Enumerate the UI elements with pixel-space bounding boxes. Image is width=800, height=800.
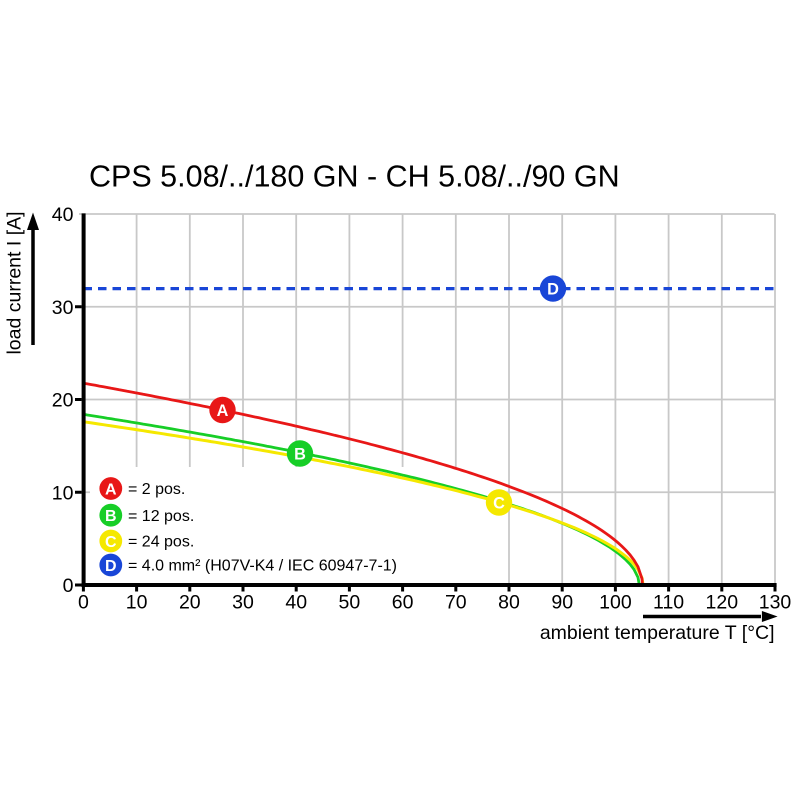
svg-text:90: 90 bbox=[551, 592, 573, 614]
svg-text:120: 120 bbox=[706, 592, 739, 614]
svg-text:110: 110 bbox=[653, 592, 684, 614]
svg-text:= 4.0 mm² (H07V-K4 / IEC 60947: = 4.0 mm² (H07V-K4 / IEC 60947-7-1) bbox=[128, 558, 397, 575]
svg-text:= 12 pos.: = 12 pos. bbox=[128, 508, 194, 525]
svg-text:C: C bbox=[105, 534, 117, 551]
svg-text:C: C bbox=[493, 494, 505, 512]
svg-text:10: 10 bbox=[126, 592, 148, 614]
svg-text:40: 40 bbox=[52, 204, 74, 226]
svg-text:ambient temperature T [°C]: ambient temperature T [°C] bbox=[540, 622, 775, 644]
svg-text:0: 0 bbox=[78, 592, 89, 614]
svg-text:30: 30 bbox=[52, 297, 74, 319]
svg-text:D: D bbox=[547, 281, 559, 299]
svg-text:130: 130 bbox=[759, 592, 792, 614]
svg-text:100: 100 bbox=[599, 592, 632, 614]
svg-text:10: 10 bbox=[52, 482, 74, 504]
svg-text:50: 50 bbox=[339, 592, 361, 614]
svg-text:20: 20 bbox=[52, 390, 74, 412]
svg-text:B: B bbox=[294, 445, 306, 463]
svg-text:B: B bbox=[105, 508, 117, 525]
svg-text:D: D bbox=[105, 558, 117, 575]
svg-text:30: 30 bbox=[232, 592, 254, 614]
svg-text:0: 0 bbox=[63, 575, 74, 597]
svg-text:= 2 pos.: = 2 pos. bbox=[128, 481, 185, 498]
svg-text:40: 40 bbox=[285, 592, 307, 614]
svg-text:load current I [A]: load current I [A] bbox=[4, 211, 26, 354]
svg-text:A: A bbox=[217, 402, 229, 420]
svg-text:= 24 pos.: = 24 pos. bbox=[128, 534, 194, 551]
svg-text:60: 60 bbox=[392, 592, 414, 614]
svg-text:80: 80 bbox=[498, 592, 520, 614]
svg-text:20: 20 bbox=[179, 592, 201, 614]
svg-text:CPS 5.08/../180 GN - CH 5.08/.: CPS 5.08/../180 GN - CH 5.08/../90 GN bbox=[89, 159, 620, 193]
svg-text:A: A bbox=[105, 481, 117, 498]
svg-text:70: 70 bbox=[445, 592, 467, 614]
